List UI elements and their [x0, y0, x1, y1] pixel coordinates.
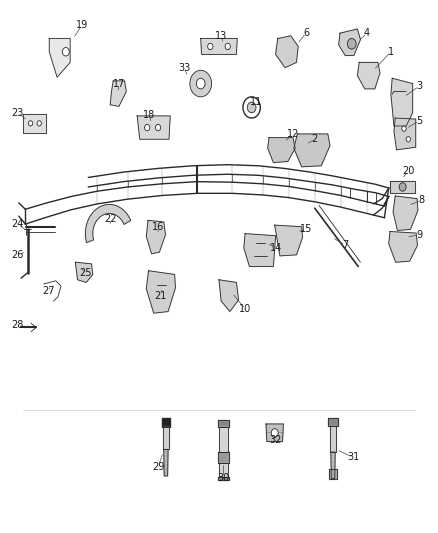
- Text: 29: 29: [152, 462, 164, 472]
- Polygon shape: [146, 271, 176, 313]
- Text: 18: 18: [143, 110, 155, 120]
- Text: 6: 6: [303, 28, 309, 38]
- Text: 16: 16: [152, 222, 164, 232]
- Text: 19: 19: [76, 20, 88, 30]
- Polygon shape: [244, 233, 276, 266]
- Circle shape: [347, 38, 356, 49]
- Polygon shape: [85, 205, 131, 243]
- Text: 27: 27: [42, 286, 55, 296]
- Text: 15: 15: [300, 224, 312, 235]
- Text: 13: 13: [215, 31, 227, 41]
- Polygon shape: [276, 36, 298, 68]
- Text: 33: 33: [178, 63, 190, 72]
- Text: 8: 8: [418, 195, 424, 205]
- Circle shape: [155, 124, 161, 131]
- Polygon shape: [339, 29, 360, 55]
- Polygon shape: [164, 449, 168, 476]
- Text: 20: 20: [402, 166, 414, 176]
- Polygon shape: [357, 62, 380, 89]
- Text: 12: 12: [287, 129, 299, 139]
- Polygon shape: [219, 426, 228, 452]
- Polygon shape: [331, 452, 335, 479]
- Text: 2: 2: [311, 134, 318, 144]
- Polygon shape: [163, 427, 169, 449]
- Polygon shape: [146, 220, 166, 254]
- Text: 31: 31: [347, 453, 359, 463]
- Text: 26: 26: [12, 250, 24, 260]
- Circle shape: [402, 126, 406, 131]
- Polygon shape: [328, 418, 338, 425]
- Text: 7: 7: [342, 240, 348, 251]
- Circle shape: [196, 78, 205, 89]
- Text: 14: 14: [269, 243, 282, 253]
- Circle shape: [247, 102, 256, 113]
- Polygon shape: [218, 452, 229, 463]
- Polygon shape: [23, 114, 46, 133]
- Text: 28: 28: [12, 320, 24, 330]
- Text: 21: 21: [154, 290, 166, 301]
- Circle shape: [190, 70, 212, 97]
- Circle shape: [145, 124, 150, 131]
- Text: 30: 30: [217, 473, 230, 482]
- Polygon shape: [330, 425, 336, 452]
- Polygon shape: [162, 418, 170, 427]
- Polygon shape: [201, 38, 237, 54]
- Circle shape: [62, 47, 69, 56]
- Circle shape: [225, 43, 230, 50]
- Text: 10: 10: [239, 304, 251, 314]
- Circle shape: [208, 43, 213, 50]
- Text: 17: 17: [113, 78, 125, 88]
- Text: 11: 11: [250, 97, 262, 107]
- Polygon shape: [275, 225, 303, 256]
- Polygon shape: [393, 196, 418, 230]
- Text: 32: 32: [269, 435, 282, 446]
- Circle shape: [37, 120, 42, 126]
- Text: 22: 22: [104, 214, 117, 224]
- Circle shape: [399, 183, 406, 191]
- Polygon shape: [389, 231, 417, 262]
- Text: 4: 4: [364, 28, 370, 38]
- Circle shape: [271, 429, 278, 437]
- Circle shape: [28, 120, 33, 126]
- Polygon shape: [49, 38, 70, 77]
- Text: 24: 24: [12, 219, 24, 229]
- Polygon shape: [391, 78, 413, 126]
- Polygon shape: [219, 463, 228, 477]
- Polygon shape: [329, 469, 337, 479]
- Text: 9: 9: [416, 230, 422, 240]
- Circle shape: [406, 136, 410, 142]
- Polygon shape: [391, 181, 415, 193]
- Text: 25: 25: [79, 268, 92, 278]
- Polygon shape: [110, 81, 126, 107]
- Polygon shape: [294, 134, 330, 167]
- Polygon shape: [219, 280, 239, 312]
- Text: 3: 3: [416, 81, 422, 91]
- Polygon shape: [394, 118, 416, 150]
- Text: 1: 1: [388, 47, 394, 56]
- Polygon shape: [218, 477, 229, 480]
- Polygon shape: [137, 116, 170, 139]
- Polygon shape: [266, 424, 283, 441]
- Polygon shape: [268, 138, 295, 163]
- Polygon shape: [218, 420, 229, 426]
- Polygon shape: [75, 262, 93, 282]
- Text: 5: 5: [416, 116, 422, 126]
- Text: 23: 23: [12, 108, 24, 118]
